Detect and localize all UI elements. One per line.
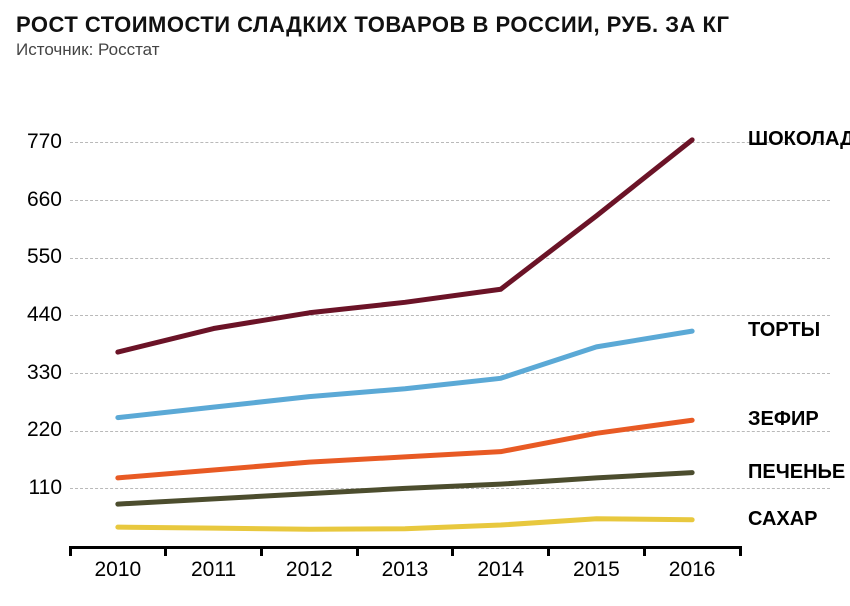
series-line [118, 473, 692, 504]
chart-lines [16, 66, 850, 606]
chart-area: 1102203304405506607702010201120122013201… [16, 66, 834, 596]
series-line [118, 140, 692, 352]
chart-title: РОСТ СТОИМОСТИ СЛАДКИХ ТОВАРОВ В РОССИИ,… [16, 12, 834, 38]
chart-source: Источник: Росстат [16, 40, 834, 60]
series-line [118, 331, 692, 417]
series-label: ШОКОЛАД [748, 128, 850, 151]
series-label: ПЕЧЕНЬЕ [748, 461, 845, 484]
series-label: САХАР [748, 508, 818, 531]
series-label: ТОРТЫ [748, 319, 820, 342]
series-line [118, 420, 692, 478]
series-line [118, 519, 692, 529]
series-label: ЗЕФИР [748, 408, 819, 431]
